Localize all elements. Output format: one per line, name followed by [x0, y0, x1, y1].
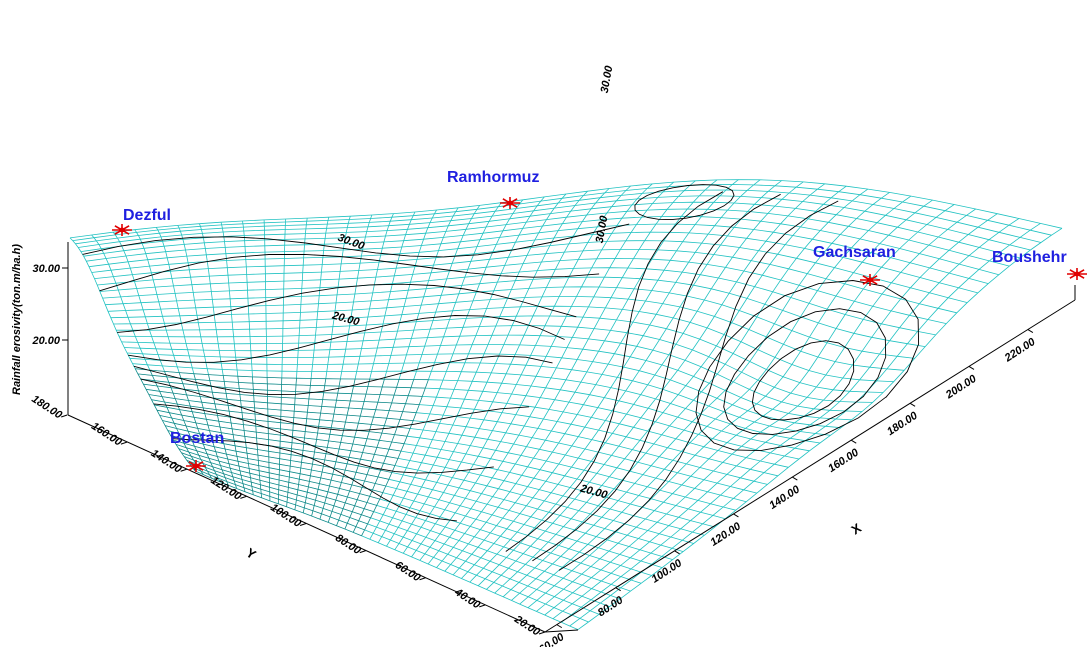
station-marker [112, 224, 132, 236]
x-tick-label: 180.00 [885, 409, 920, 438]
z-tick-label: 30.00 [32, 263, 60, 275]
z-axis-title: Rainfall erosivity(ton.m/ha.h) [11, 244, 23, 395]
contour-line [153, 403, 494, 474]
contour-line [751, 340, 855, 421]
contour-line [140, 378, 530, 431]
station-label: Boushehr [992, 249, 1067, 266]
station-marker [860, 274, 880, 286]
station-label: Bostan [170, 430, 224, 447]
y-tick-label: 40.00 [452, 586, 483, 612]
surface-mesh [69, 179, 1063, 630]
station-label: Gachsaran [813, 244, 896, 261]
contour-line [128, 315, 565, 363]
contour-line [695, 280, 920, 452]
y-tick-label: 160.00 [89, 420, 124, 449]
x-tick [792, 476, 798, 481]
contour-line [133, 355, 553, 396]
station-gachsaran: Gachsaran [813, 244, 896, 286]
station-marker [500, 197, 520, 209]
contour-label: 20.00 [578, 482, 610, 501]
station-boushehr: Boushehr [992, 249, 1087, 280]
contour-line [505, 191, 724, 552]
station-bostan: Bostan [170, 430, 224, 472]
x-tick [556, 624, 563, 629]
station-ramhormuz: Ramhormuz [447, 169, 539, 209]
station-marker-center [867, 277, 873, 283]
right-base-edge [544, 299, 1076, 633]
front-corner-edge [544, 629, 579, 633]
y-tick [419, 577, 426, 581]
x-tick [733, 513, 739, 518]
x-tick-label: 140.00 [767, 483, 802, 512]
x-tick-label: 220.00 [1002, 335, 1038, 364]
y-tick-label: 80.00 [333, 532, 363, 558]
mesh-lines-v [69, 179, 1063, 630]
contour-line [532, 193, 781, 562]
y-tick-label: 180.00 [29, 393, 64, 422]
contour-line [82, 223, 630, 258]
x-tick [615, 587, 621, 592]
contour-line [172, 438, 457, 522]
x-tick-label: 120.00 [708, 520, 743, 549]
station-marker-center [1074, 271, 1080, 277]
x-tick-label: 160.00 [826, 446, 861, 475]
x-axis-title: X [848, 520, 864, 537]
x-tick [850, 439, 857, 444]
y-tick [180, 468, 187, 472]
contour-line [558, 200, 839, 571]
axes: X Y Rainfall erosivity(ton.m/ha.h) 60.00… [11, 244, 1038, 652]
y-tick [61, 414, 68, 418]
y-tick [120, 441, 128, 445]
contour-label: 30.00 [594, 214, 611, 244]
contour-label: 30.00 [599, 64, 616, 94]
z-tick-label: 20.00 [31, 335, 60, 347]
contour-line [117, 283, 577, 333]
y-tick-label: 60.00 [393, 559, 423, 585]
station-marker-center [119, 227, 125, 233]
x-tick-label: 100.00 [649, 557, 684, 586]
x-tick [909, 402, 916, 407]
y-tick [538, 631, 546, 635]
station-label: Dezful [123, 207, 171, 224]
y-tick-label: 140.00 [149, 447, 184, 476]
station-marker-center [507, 200, 513, 206]
x-tick [1027, 329, 1034, 333]
y-axis-title: Y [243, 545, 259, 562]
x-tick [968, 365, 975, 370]
x-tick-label: 200.00 [943, 372, 979, 401]
station-marker [186, 460, 206, 472]
y-tick [299, 523, 307, 526]
station-marker-center [193, 463, 199, 469]
x-tick [674, 550, 680, 555]
y-tick [240, 495, 247, 499]
front-base-edge [67, 414, 546, 633]
station-marker [1067, 268, 1087, 280]
contour-line [634, 184, 735, 221]
stations: Dezful Ramhormuz Gachsaran Boushehr Bostan [112, 169, 1087, 472]
contour-line [99, 253, 600, 292]
y-tick [479, 604, 486, 608]
station-dezful: Dezful [112, 207, 171, 236]
station-label: Ramhormuz [447, 169, 539, 186]
contour-line [723, 308, 887, 435]
y-tick [359, 550, 366, 554]
base-box [67, 242, 1076, 633]
y-tick-label: 20.00 [511, 613, 542, 639]
